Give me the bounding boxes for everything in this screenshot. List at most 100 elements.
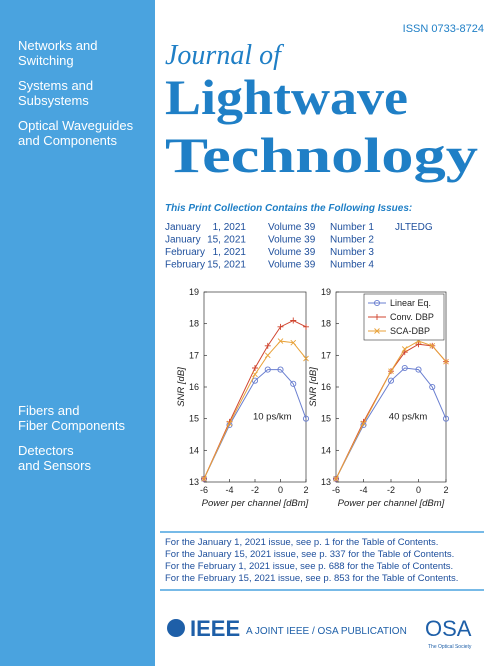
issue-cell: Number 2 [330, 235, 374, 246]
y-tick-label: 14 [189, 445, 199, 455]
journal-line2: Lightwave [165, 69, 408, 125]
issue-cell: January [165, 235, 201, 246]
issue-cell: February [165, 247, 205, 258]
marker [360, 420, 367, 427]
issue-cell: January [165, 222, 201, 233]
marker [429, 383, 436, 391]
marker [264, 366, 271, 373]
marker [302, 415, 310, 422]
marker [290, 380, 297, 387]
marker [303, 355, 309, 362]
sidebar-topic: Optical Waveguides [18, 118, 134, 133]
y-tick-label: 16 [321, 382, 331, 392]
x-tick-label: -6 [332, 485, 340, 495]
ieee: IEEE [190, 616, 240, 641]
marker [303, 323, 309, 330]
plot-frame [203, 291, 307, 483]
joint-publication: A JOINT IEEE / OSA PUBLICATION [246, 626, 407, 637]
x-tick-label: 2 [443, 485, 448, 495]
osa-sub: The Optical Society [428, 644, 472, 650]
y-axis-label: SNR [dB] [308, 367, 319, 407]
marker [252, 371, 258, 378]
y-tick-label: 13 [321, 477, 331, 487]
sidebar-topic: Subsystems [18, 93, 89, 108]
marker [277, 323, 284, 330]
y-tick-label: 13 [189, 477, 199, 487]
issue-cell: Number 4 [330, 260, 374, 271]
issue-cell: JLTEDG [395, 222, 433, 233]
issue-cell: Volume 39 [268, 235, 316, 246]
x-axis-label: Power per channel [dBm] [202, 498, 309, 509]
marker [374, 328, 380, 334]
legend-label: Conv. DBP [390, 312, 434, 322]
y-axis-label: SNR [dB] [176, 367, 187, 407]
sidebar-topic: Fibers and [18, 403, 79, 418]
legend: Linear Eq. Conv. DBP SCA-DBP [363, 293, 445, 341]
sidebar-topic: Networks and [18, 38, 97, 53]
x-tick-label: -4 [359, 485, 367, 495]
y-tick-label: 19 [321, 287, 331, 297]
contents-note: For the February 1, 2021 issue, see p. 6… [165, 561, 453, 572]
y-tick-label: 19 [189, 287, 199, 297]
x-tick-label: -2 [387, 485, 395, 495]
marker [373, 299, 381, 307]
y-tick-label: 18 [189, 319, 199, 329]
sidebar-topic: and Components [18, 133, 118, 148]
chart: -6 -4 -2 0 2 13 14 15 16 17 18 19 Power per channel … [308, 287, 450, 509]
marker [201, 476, 207, 482]
marker [264, 342, 271, 349]
series-line [335, 367, 447, 480]
y-tick-label: 16 [189, 382, 199, 392]
marker [264, 352, 271, 359]
y-tick-label: 17 [321, 350, 331, 360]
marker [401, 346, 408, 352]
marker [374, 314, 380, 320]
osa: OSA [425, 616, 472, 641]
x-tick-label: -6 [200, 485, 208, 495]
sidebar-topic: Switching [18, 53, 74, 68]
contents-note: For the January 1, 2021 issue, see p. 1 … [165, 537, 438, 548]
issue-cell: Volume 39 [268, 260, 316, 271]
contents-note: For the January 15, 2021 issue, see p. 3… [165, 549, 454, 560]
issue-cell: Number 1 [330, 222, 374, 233]
annotation: 40 ps/km [389, 411, 428, 422]
journal-line1: Journal of [165, 40, 284, 71]
issn: ISSN 0733-8724 [403, 23, 484, 35]
marker [387, 377, 395, 384]
issue-cell: 15, 2021 [207, 235, 246, 246]
sidebar-topic: Detectors [18, 443, 74, 458]
y-tick-label: 18 [321, 319, 331, 329]
marker [443, 358, 449, 365]
issue-cell: Number 3 [330, 247, 374, 258]
marker [277, 338, 284, 344]
x-axis-label: Power per channel [dBm] [338, 498, 445, 509]
sidebar-topic: Fiber Components [18, 418, 125, 433]
y-tick-label: 17 [189, 350, 199, 360]
marker [277, 366, 284, 373]
marker [401, 364, 408, 372]
ieee-logo: IEEE [167, 616, 240, 641]
x-tick-label: 2 [303, 485, 308, 495]
sidebar [0, 0, 155, 666]
issue-cell: 1, 2021 [213, 247, 247, 258]
issue-cell: 1, 2021 [213, 222, 247, 233]
y-tick-label: 15 [321, 414, 331, 424]
marker [252, 365, 258, 371]
x-tick-label: 0 [278, 485, 283, 495]
marker [290, 317, 297, 324]
issue-cell: 15, 2021 [207, 260, 246, 271]
legend-label: SCA-DBP [390, 326, 430, 336]
journal-line3: Technology [165, 127, 478, 183]
marker [290, 339, 297, 346]
x-tick-label: -4 [225, 485, 233, 495]
marker [388, 368, 394, 374]
issue-cell: February [165, 260, 205, 271]
marker [333, 476, 339, 482]
issue-cell: Volume 39 [268, 247, 316, 258]
marker [226, 420, 233, 427]
sidebar-topic: and Sensors [18, 458, 91, 473]
collection-heading: This Print Collection Contains the Follo… [165, 203, 412, 214]
marker [442, 415, 450, 422]
marker [415, 341, 422, 348]
